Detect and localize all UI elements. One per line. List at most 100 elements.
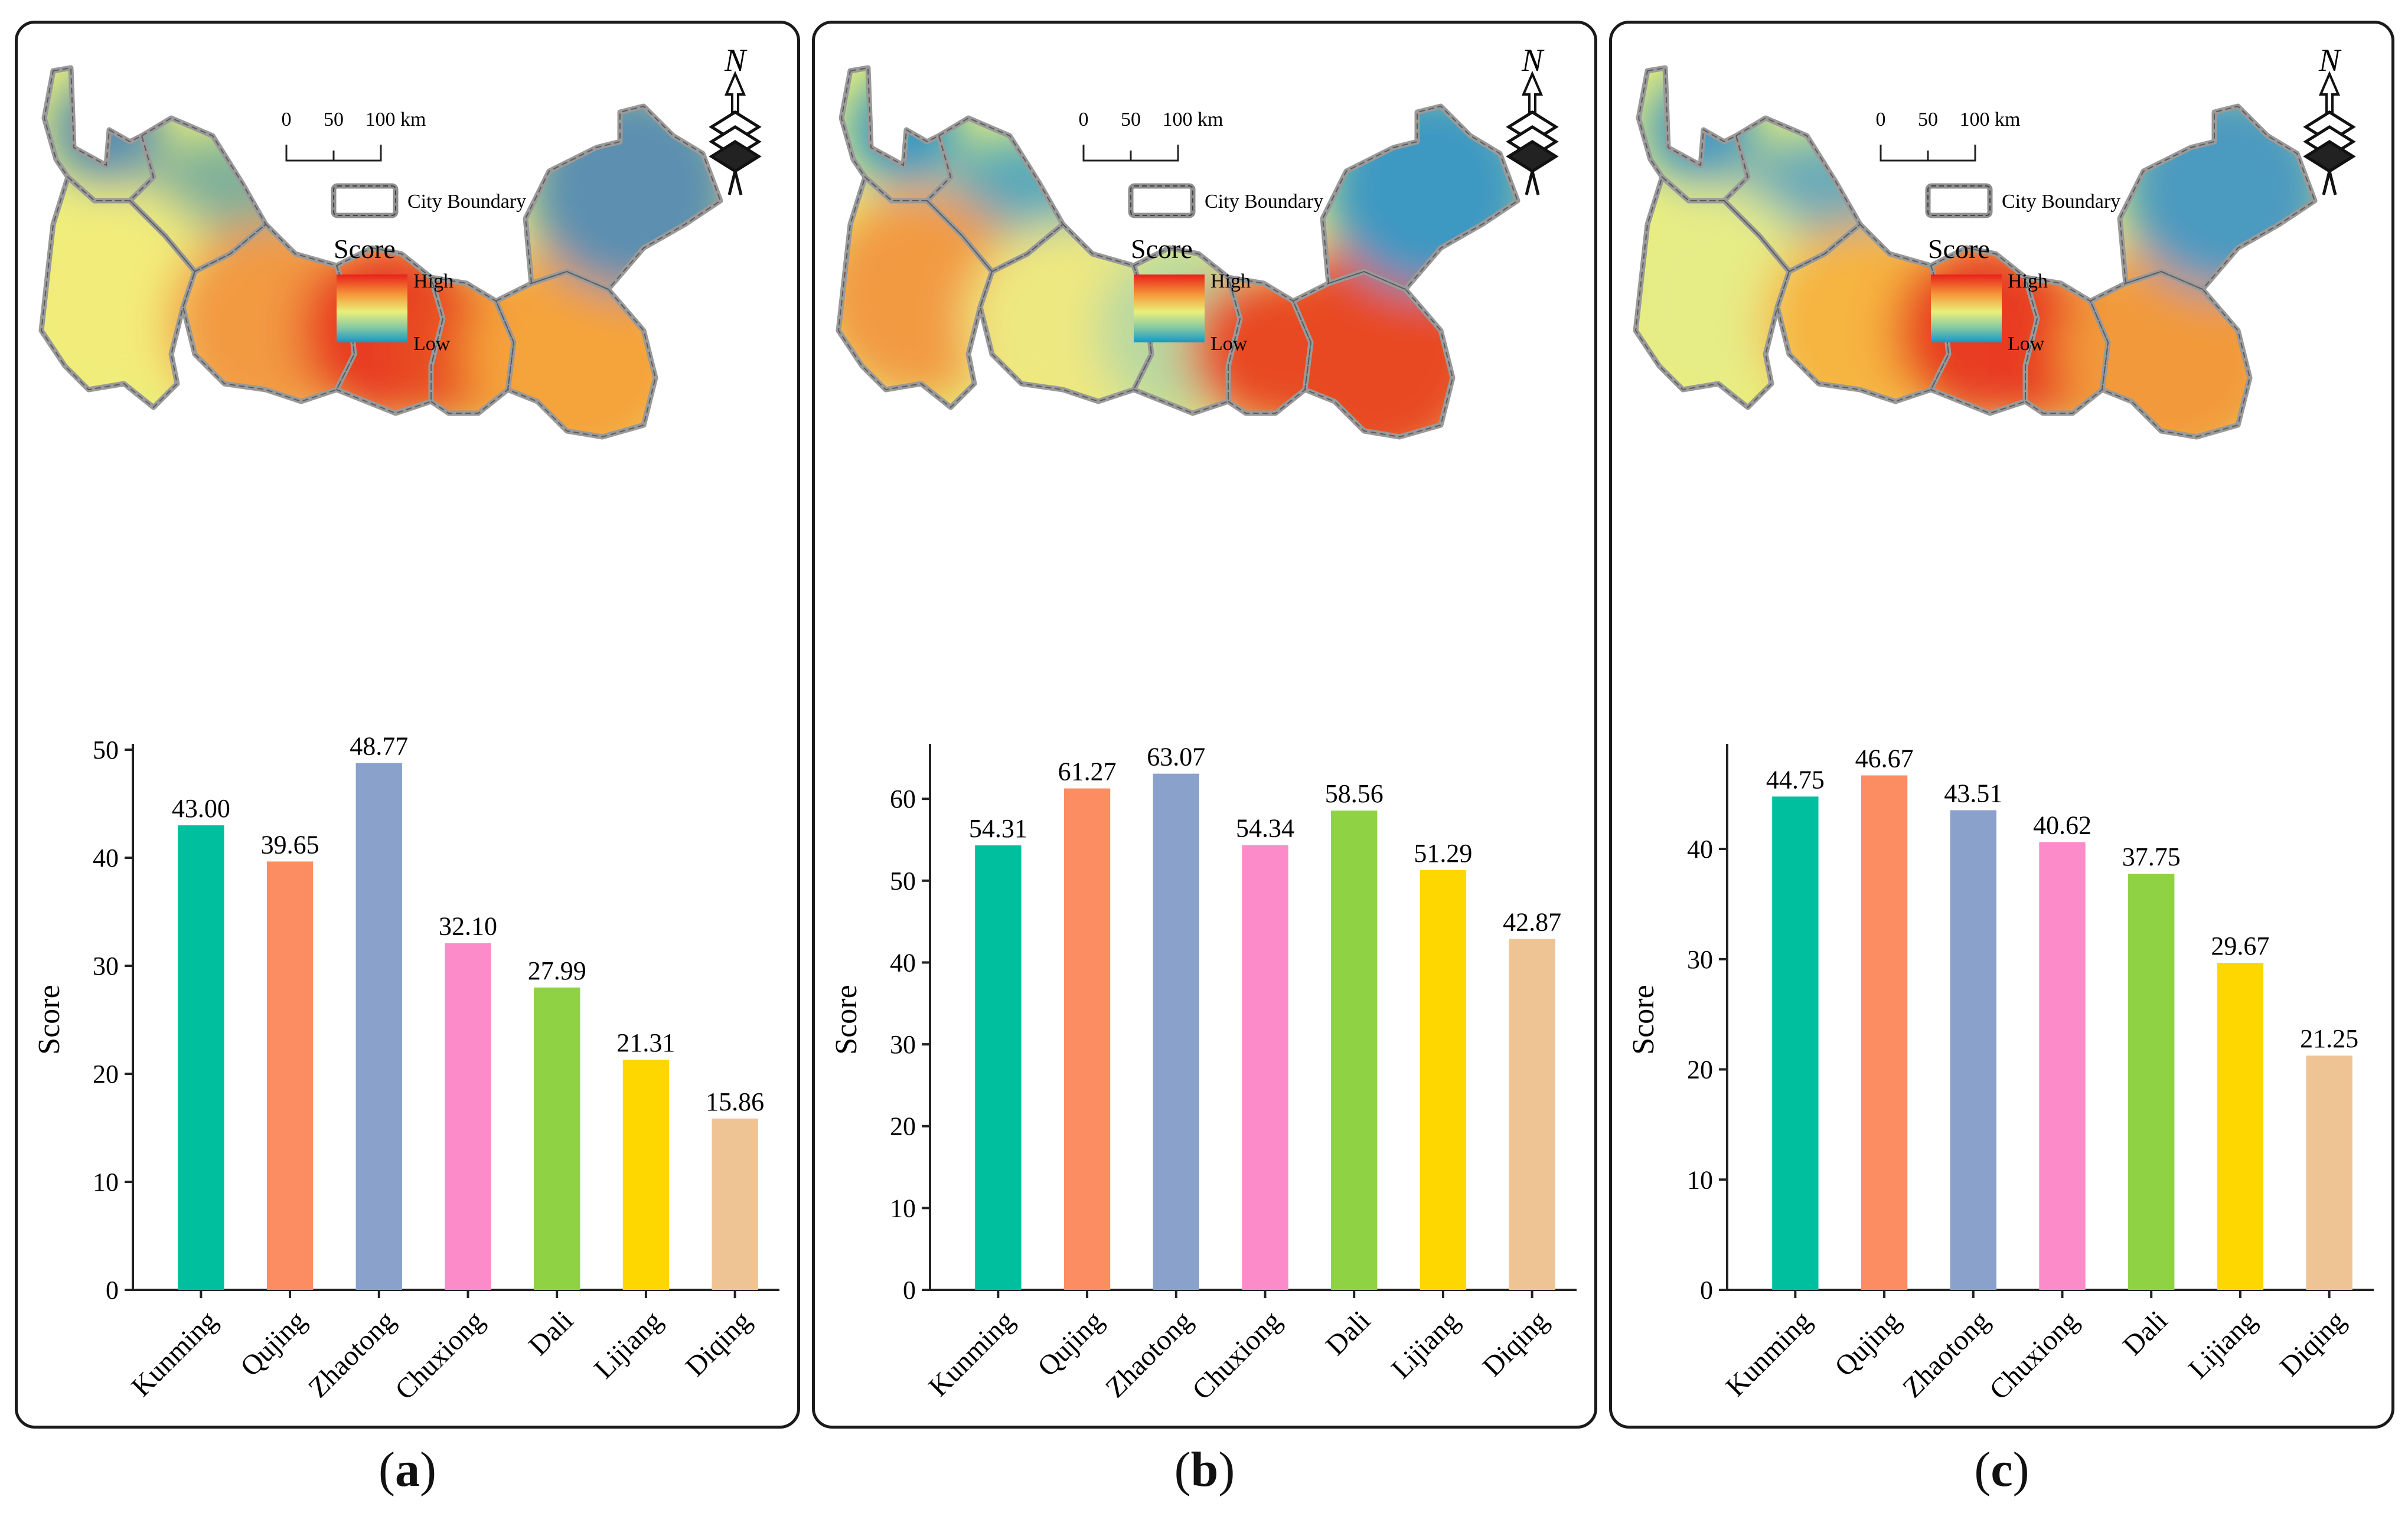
x-tick-label: Zhaotong	[1897, 1305, 1996, 1404]
city-boundary-swatch	[331, 183, 399, 218]
panel-b: 0 50 100 km City Boundary Score High Low N 0 10 2…	[812, 21, 1597, 1429]
bar-qujing	[1861, 775, 1908, 1290]
map-region-chuxiong-outline	[1133, 247, 1241, 414]
map-region-zhaotong-outline	[524, 105, 722, 290]
scale-tick-100: 100 km	[1163, 109, 1223, 130]
x-tick-label: Chuxiong	[1186, 1305, 1287, 1406]
panel-b-svg: 0 50 100 km City Boundary Score High Low N 0 10 2…	[830, 43, 1577, 1406]
bar-value-label: 63.07	[1147, 743, 1205, 772]
north-arrow-icon	[1521, 70, 1544, 113]
x-tick-label: Lijiang	[2182, 1305, 2263, 1385]
map-region-kunming-outline	[430, 276, 515, 414]
y-tick-label: 0	[1700, 1276, 1713, 1305]
score-ramp	[337, 275, 407, 342]
y-tick-label: 50	[93, 736, 119, 764]
city-boundary-label: City Boundary	[407, 191, 526, 213]
score-legend-title: Score	[1928, 234, 1990, 264]
score-low-label: Low	[2008, 333, 2045, 355]
score-low-label: Low	[413, 333, 451, 355]
x-tick-label: Lijiang	[588, 1305, 668, 1385]
north-layer-icon	[2303, 140, 2356, 173]
map-score-blob	[1644, 73, 1757, 187]
x-tick-label: Dali	[1320, 1305, 1376, 1361]
bar-value-label: 48.77	[350, 732, 408, 761]
bar-value-label: 43.00	[172, 794, 230, 823]
north-base-icon	[727, 171, 743, 195]
bar-zhaotong	[355, 763, 402, 1290]
north-layer-icon	[1506, 140, 1559, 173]
map-region-kunming-outline	[2024, 276, 2109, 414]
bar-value-label: 54.34	[1236, 814, 1294, 843]
y-tick-label: 30	[1687, 945, 1713, 974]
y-tick-label: 30	[890, 1030, 916, 1059]
bar-chuxiong	[445, 943, 491, 1290]
scale-tick-0: 0	[1876, 109, 1886, 130]
x-tick-label: Qujing	[234, 1305, 312, 1383]
bar-diqing	[2306, 1055, 2352, 1290]
y-tick-label: 20	[93, 1060, 119, 1089]
y-tick-label: 40	[890, 948, 916, 977]
bar-dali	[1331, 811, 1378, 1290]
city-boundary-swatch	[1128, 183, 1196, 218]
bar-diqing	[712, 1118, 758, 1290]
score-low-label: Low	[1210, 333, 1248, 355]
legend-b: 0 50 100 km City Boundary Score High Low N	[1079, 43, 1559, 355]
map-region-nujiang-baoshan-outline	[837, 176, 993, 409]
y-tick-label: 60	[890, 785, 916, 813]
bar-value-label: 46.67	[1855, 744, 1914, 773]
bar-diqing	[1509, 939, 1555, 1290]
scale-tick-0: 0	[1079, 109, 1089, 130]
city-boundary-label: City Boundary	[1205, 191, 1323, 213]
x-tick-label: Zhaotong	[1099, 1305, 1199, 1404]
bar-value-label: 42.87	[1503, 908, 1561, 937]
bar-zhaotong	[1950, 810, 1996, 1290]
score-ramp	[1134, 275, 1205, 342]
bar-lijiang	[2217, 962, 2264, 1290]
north-arrow-icon	[2318, 70, 2341, 113]
north-label: N	[1521, 43, 1545, 78]
bar-value-label: 44.75	[1766, 765, 1825, 794]
map-region-chuxiong-outline	[335, 247, 444, 414]
x-tick-label: Kunming	[125, 1305, 223, 1403]
bar-value-label: 43.51	[1944, 779, 2002, 808]
scale-tick-100: 100 km	[1960, 109, 2021, 130]
x-tick-label: Kunming	[1719, 1305, 1818, 1403]
scale-tick-50: 50	[324, 109, 344, 130]
map-region-chuxiong-outline	[1930, 247, 2038, 414]
legend-c: 0 50 100 km City Boundary Score High Low N	[1876, 43, 2356, 355]
y-tick-label: 50	[890, 867, 916, 896]
bar-qujing	[266, 861, 314, 1290]
panel-c-svg: 0 50 100 km City Boundary Score High Low N 0 10 2…	[1627, 43, 2374, 1406]
y-tick-label: 0	[903, 1276, 916, 1305]
caption-b: (b)	[1174, 1442, 1235, 1497]
y-tick-label: 10	[1687, 1165, 1713, 1194]
north-layer-icon	[709, 140, 762, 173]
bar-value-label: 54.31	[969, 814, 1027, 843]
bar-value-label: 40.62	[2033, 811, 2091, 839]
city-boundary-label: City Boundary	[2002, 191, 2120, 213]
chart-c: 0 10 20 30 40 Score 44.75 Kunming 46.67 Qujing 43.…	[1627, 744, 2374, 1406]
scale-tick-0: 0	[282, 109, 292, 130]
x-tick-label: Dali	[523, 1305, 579, 1361]
scale-bar	[1880, 145, 1976, 162]
scale-tick-50: 50	[1121, 109, 1141, 130]
x-tick-label: Kunming	[922, 1305, 1020, 1403]
score-high-label: High	[1210, 270, 1251, 292]
bar-lijiang	[622, 1060, 670, 1290]
map-region-zhaotong-outline	[1322, 105, 1519, 290]
map-region-qujing-outline	[2089, 270, 2251, 438]
bar-dali	[2128, 874, 2175, 1290]
bar-value-label: 39.65	[261, 830, 319, 859]
x-tick-label: Diqing	[1477, 1305, 1555, 1383]
y-tick-label: 40	[1687, 835, 1713, 864]
north-base-icon	[2322, 171, 2337, 195]
map-score-blob	[50, 73, 163, 187]
bar-value-label: 15.86	[706, 1087, 764, 1116]
y-tick-label: 10	[93, 1168, 119, 1197]
scale-tick-100: 100 km	[366, 109, 426, 130]
x-tick-label: Chuxiong	[1983, 1305, 2084, 1406]
chart-a: 0 10 20 30 40 50 Score 43.00 Kunming 39.65 Qujing 4…	[32, 732, 779, 1406]
bar-kunming	[178, 825, 224, 1290]
north-label: N	[724, 43, 748, 78]
bar-kunming	[975, 845, 1022, 1290]
